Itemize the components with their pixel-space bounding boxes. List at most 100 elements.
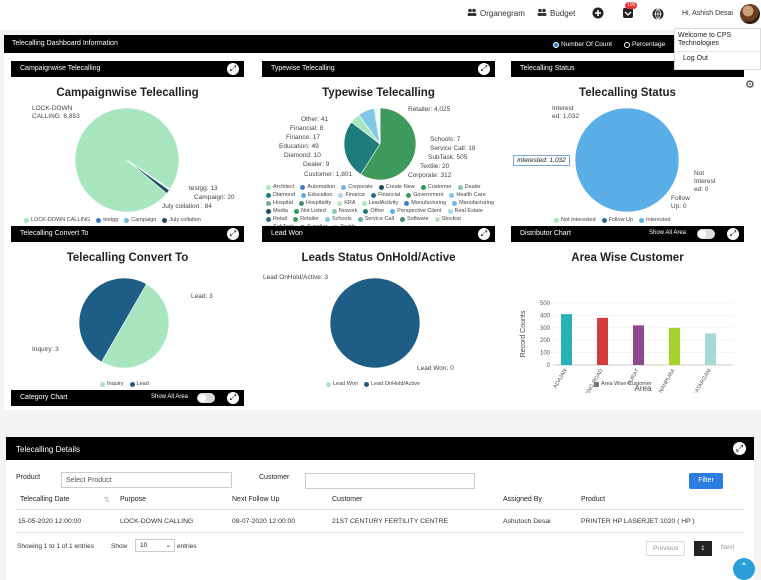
legend-item[interactable]: Finance: [338, 192, 365, 199]
column-header[interactable]: Next Follow Up: [232, 496, 280, 503]
legend-item[interactable]: Not Interested: [554, 217, 596, 224]
legend-item[interactable]: Lead Won: [326, 381, 358, 388]
legend-item[interactable]: Not Listed: [293, 208, 326, 215]
legend-item[interactable]: LOCK-DOWN CALLING: [24, 217, 90, 224]
user-greeting[interactable]: Hi, Ashish Desai: [682, 10, 733, 17]
legend-item[interactable]: Hospital: [266, 200, 293, 207]
column-header[interactable]: Purpose: [120, 496, 147, 503]
bar[interactable]: [597, 317, 608, 365]
legend-item[interactable]: Manufacturing: [404, 200, 446, 207]
page-1-button[interactable]: 1: [694, 541, 712, 556]
legend-item[interactable]: Stockist: [434, 216, 461, 223]
budget-link[interactable]: Budget: [537, 8, 575, 18]
y-tick-label: 500: [540, 301, 551, 307]
gear-icon[interactable]: ⚙: [745, 79, 755, 91]
column-header[interactable]: Telecalling Date: [20, 496, 70, 503]
legend-item[interactable]: Lead: [129, 381, 149, 388]
add-icon[interactable]: [592, 7, 604, 19]
legend-item[interactable]: Diamond: [266, 192, 295, 199]
legend-item[interactable]: Retailer: [293, 216, 319, 223]
expand-icon[interactable]: ⤢: [727, 228, 739, 240]
bar[interactable]: [705, 333, 716, 365]
legend-item[interactable]: Architect: [266, 184, 294, 191]
expand-icon[interactable]: ⤢: [478, 63, 490, 75]
entries-select[interactable]: 10 ⌄: [135, 539, 175, 552]
expand-icon[interactable]: ⤢: [227, 228, 239, 240]
legend-item[interactable]: Software: [399, 216, 429, 223]
legend-item[interactable]: Interested: [639, 217, 670, 224]
legend-label: Service Call: [364, 216, 394, 222]
legend-item[interactable]: Real Estate: [447, 208, 483, 215]
legend-item[interactable]: Follow Up: [601, 217, 633, 224]
legend-item[interactable]: Dealer: [457, 184, 481, 191]
notification-icon[interactable]: 100: [622, 2, 638, 19]
filter-button[interactable]: Filter: [689, 473, 723, 489]
bar[interactable]: [633, 325, 644, 365]
column-header[interactable]: Customer: [332, 496, 363, 503]
legend-swatch: [298, 201, 304, 206]
expand-icon[interactable]: ⤢: [227, 392, 239, 404]
avatar[interactable]: [740, 4, 760, 24]
show-all-area-toggle[interactable]: [197, 393, 215, 403]
legend-item[interactable]: Service Call: [357, 216, 394, 223]
legend-swatch: [371, 193, 377, 198]
legend-item[interactable]: LeadActivity: [361, 200, 398, 207]
pie-slice[interactable]: [360, 107, 417, 181]
legend-item[interactable]: Create New: [378, 184, 415, 191]
pie-slice[interactable]: [78, 277, 147, 363]
legend-swatch: [361, 201, 367, 206]
mode-count-radio[interactable]: Number Of Count: [553, 41, 612, 48]
pie-slice[interactable]: [126, 159, 170, 194]
legend-item[interactable]: KRA: [337, 200, 356, 207]
expand-icon[interactable]: ⤢: [733, 442, 746, 455]
legend-item: Area Wise Customer: [594, 381, 652, 388]
mode-percentage-radio[interactable]: Percentage: [624, 41, 665, 48]
bar[interactable]: [561, 314, 572, 365]
legend-item[interactable]: July collation: [162, 217, 201, 224]
expand-icon[interactable]: ⤢: [478, 228, 490, 240]
legend-item[interactable]: Government: [406, 192, 443, 199]
legend-item[interactable]: Media: [266, 208, 288, 215]
customer-input[interactable]: [305, 473, 475, 489]
previous-button[interactable]: Previous: [646, 541, 686, 556]
chart-title: Telecalling Status: [579, 87, 676, 99]
legend-item[interactable]: Automation: [300, 184, 335, 191]
legend-swatch: [452, 201, 458, 206]
scroll-top-button[interactable]: ⌃: [733, 558, 755, 580]
show-all-area-toggle[interactable]: [697, 229, 715, 239]
next-button[interactable]: Next: [721, 544, 735, 551]
legend-item[interactable]: Perspective Client: [390, 208, 442, 215]
y-tick-label: 400: [540, 313, 551, 319]
legend-item[interactable]: Manufacturing: [452, 200, 494, 207]
sort-icon[interactable]: ⇅: [104, 497, 110, 504]
legend-item[interactable]: Corporate: [341, 184, 373, 191]
slice-label: Interest ed: 1,032: [552, 105, 580, 120]
bar[interactable]: [669, 327, 680, 365]
legend-item[interactable]: Financial: [371, 192, 400, 199]
legend-item[interactable]: Schools: [325, 216, 352, 223]
column-header[interactable]: Product: [581, 496, 606, 503]
legend-item[interactable]: Campaign: [124, 217, 156, 224]
legend-swatch: [301, 193, 307, 198]
legend-item[interactable]: testgg: [96, 217, 118, 224]
column-header[interactable]: Assigned By: [503, 496, 542, 503]
pie-slice[interactable]: [101, 283, 170, 369]
legend-item[interactable]: Lead OnHold/Active: [363, 381, 420, 388]
organogram-link[interactable]: Organegram: [467, 8, 525, 18]
legend-item[interactable]: Other: [363, 208, 384, 215]
globe-icon[interactable]: [652, 8, 664, 20]
legend-item[interactable]: Education: [301, 192, 332, 199]
product-select[interactable]: Select Product: [61, 472, 232, 488]
pie-slice[interactable]: [329, 277, 421, 369]
expand-icon[interactable]: ⤢: [227, 63, 239, 75]
pie-slice[interactable]: [574, 107, 680, 213]
logout-link[interactable]: Log Out: [683, 55, 708, 62]
pie-slice[interactable]: [343, 121, 381, 175]
legend-item[interactable]: Retail: [266, 216, 287, 223]
legend-item[interactable]: Health Care: [449, 192, 486, 199]
legend-item[interactable]: Hospitality: [298, 200, 331, 207]
legend-item[interactable]: Customer: [420, 184, 452, 191]
legend-item[interactable]: Nowork: [331, 208, 357, 215]
legend-item[interactable]: Inquiry: [100, 381, 124, 388]
